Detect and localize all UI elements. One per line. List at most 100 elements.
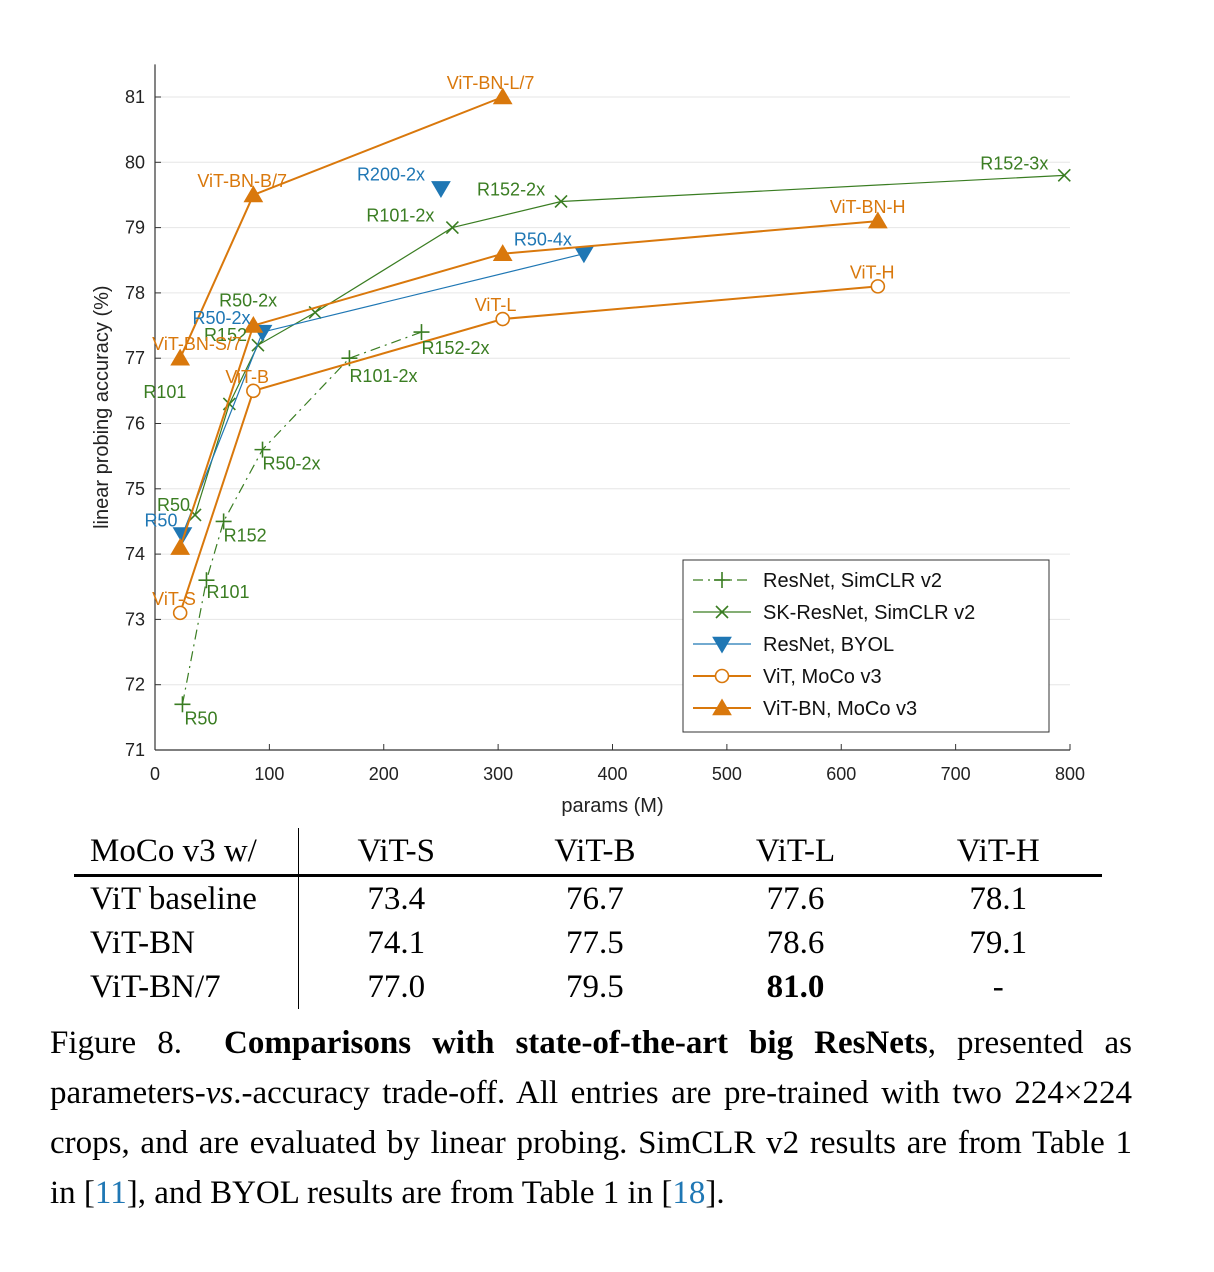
data-label: R50 (144, 511, 177, 531)
data-label: ViT-BN-S/7 (152, 334, 242, 354)
legend-entry: ViT-BN, MoCo v3 (763, 698, 917, 720)
data-label: ViT-B (225, 367, 269, 387)
data-label: R152-3x (980, 153, 1048, 173)
data-label: R152 (204, 325, 247, 345)
x-tick-label: 800 (1055, 764, 1085, 784)
data-label: R152-2x (421, 338, 489, 358)
data-point (574, 246, 594, 264)
data-point (554, 194, 568, 209)
series-line (179, 285, 878, 614)
data-point (243, 316, 264, 333)
table-cell: 77.0 (367, 968, 426, 1005)
data-label: ViT-BN-B/7 (197, 171, 287, 191)
caption-text: .-accuracy trade-off. All entries are pr… (50, 1075, 1132, 1211)
y-tick-label: 79 (125, 218, 145, 238)
caption-text: , presented as parameters- (50, 1025, 1132, 1111)
series-line (181, 331, 422, 705)
data-point (413, 324, 430, 341)
data-label: R101 (143, 382, 186, 402)
table-cell: 77.5 (566, 924, 624, 961)
table-cell: 78.6 (766, 924, 825, 961)
row-label: ViT-BN (74, 921, 299, 965)
axes: 71 72 73 74 75 76 77 78 79 80 81 0 100 200 300 400 500 60… (91, 64, 1085, 817)
data-label: ViT-H (850, 262, 895, 282)
table-row: ViT baseline 73.4 76.7 77.6 78.1 (74, 875, 1102, 921)
legend-swatch-marker (715, 605, 729, 619)
table-cell: 78.1 (969, 880, 1028, 917)
x-marker-b (308, 305, 322, 320)
x-tick-label: 500 (712, 764, 742, 784)
caption-italic: vs (205, 1075, 234, 1111)
data-point (170, 348, 191, 366)
data-point (170, 538, 191, 555)
caption-text: ], and BYOL results are from Table 1 in … (126, 1175, 673, 1211)
data-point (198, 572, 215, 589)
table-cell: 74.1 (367, 924, 426, 961)
row-label: ViT-BN/7 (74, 965, 299, 1009)
data-label: R200-2x (357, 164, 425, 184)
data-point (495, 311, 511, 327)
data-label: R50 (157, 495, 190, 515)
y-tick-label: 78 (125, 283, 145, 303)
data-label: R50-2x (219, 290, 277, 310)
data-point (867, 211, 888, 229)
y-axis-label: linear probing accuracy (%) (91, 285, 113, 528)
y-tick-label: 81 (125, 87, 145, 107)
y-tick-label: 80 (125, 152, 145, 172)
data-point (243, 185, 264, 203)
table-cell: 79.1 (969, 924, 1028, 961)
legend-entry: ResNet, BYOL (763, 634, 894, 656)
series-line (194, 174, 1065, 516)
data-label: R101-2x (366, 206, 434, 226)
x-tick-label: 600 (826, 764, 856, 784)
series-line (179, 220, 878, 548)
data-point (188, 508, 202, 522)
legend-swatch-marker (714, 572, 730, 588)
params-vs-accuracy-chart: 71 72 73 74 75 76 77 78 79 80 81 0 100 200 300 400 500 60… (91, 64, 1085, 817)
data-point (431, 181, 451, 198)
table-cell: 77.6 (766, 880, 825, 917)
figure-caption: Figure 8. Comparisons with state-of-the-… (50, 1018, 1132, 1218)
x-marker-b (445, 221, 459, 235)
data-point (492, 244, 513, 261)
x-tick-label: 200 (369, 764, 399, 784)
y-tick-label: 76 (125, 414, 145, 434)
table-cell-best: 81.0 (766, 968, 825, 1005)
data-point (174, 696, 191, 713)
table-header-cell: ViT-H (894, 828, 1102, 877)
x-marker-b (554, 194, 568, 209)
data-point (492, 87, 513, 105)
citation-link[interactable]: 18 (672, 1175, 706, 1211)
results-table: MoCo v3 w/ ViT-S ViT-B ViT-L ViT-H ViT b… (74, 828, 1102, 1009)
table-header-cell: ViT-S (298, 828, 494, 877)
data-label: ViT-BN-L/7 (447, 73, 535, 93)
citation-link[interactable]: 11 (94, 1175, 127, 1211)
legend-entry: ResNet, SimCLR v2 (763, 570, 942, 592)
data-point (246, 383, 261, 399)
data-point (1057, 168, 1071, 182)
x-tick-label: 700 (941, 764, 971, 784)
y-tick-label: 75 (125, 479, 145, 499)
legend-entry: ViT, MoCo v3 (763, 666, 882, 688)
point-labels: R50R101R152R50-2xR101-2xR152-2xR50R101R1… (143, 73, 1048, 728)
table-row: ViT-BN/7 77.0 79.5 81.0 - (74, 965, 1102, 1009)
table-row: ViT-BN 74.1 77.5 78.6 79.1 (74, 921, 1102, 965)
table-header-cell: ViT-L (696, 828, 895, 877)
x-marker-b (715, 605, 729, 619)
y-tick-label: 74 (125, 544, 145, 564)
legend-entry: SK-ResNet, SimCLR v2 (763, 602, 975, 624)
x-axis-label: params (M) (561, 795, 663, 817)
data-label: ViT-BN-H (830, 197, 906, 217)
table-cell: 73.4 (367, 880, 426, 917)
table-cell: 76.7 (566, 880, 624, 917)
legend-box (682, 559, 1050, 733)
x-tick-label: 100 (254, 764, 284, 784)
x-tick-label: 0 (150, 764, 160, 784)
data-point (870, 279, 886, 294)
table-cell: 79.5 (566, 968, 624, 1005)
data-point (172, 527, 193, 545)
data-label: R152-2x (477, 179, 545, 199)
caption-text: ]. (705, 1175, 725, 1211)
legend-swatch-marker (714, 668, 730, 684)
data-label: ViT-L (475, 295, 517, 315)
